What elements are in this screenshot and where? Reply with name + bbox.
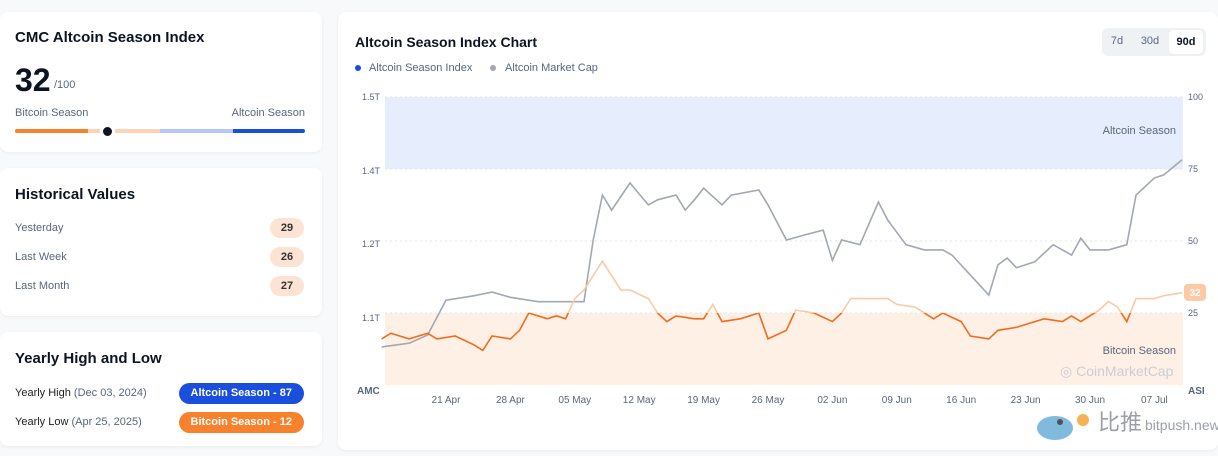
yesterday-value: 29 [270,218,304,238]
x-tick-label: 30 Jun [1075,395,1105,406]
chart-title: Altcoin Season Index Chart [355,34,538,50]
x-tick-label: 19 May [687,395,720,406]
current-value-tag [1184,283,1206,301]
x-tick-label: 28 Apr [496,395,526,406]
band-label: Altcoin Season [1103,125,1176,137]
x-tick-label: 21 Apr [432,395,462,406]
index-card: CMC Altcoin Season Index 32 /100 Bitcoin… [0,12,322,152]
gauge-bitcoin-segment [15,129,88,133]
x-tick-label: 02 Jun [817,395,847,406]
current-value-label: 32 [1189,288,1201,299]
index-title: CMC Altcoin Season Index [15,29,205,46]
yearly-card: Yearly High and Low Yearly High (Dec 03,… [0,332,322,446]
last-week-value: 26 [270,247,304,267]
legend-asi-marker [355,65,361,71]
svg-text:bitpush.news: bitpush.news [1145,417,1218,433]
amc-series-line [381,159,1183,348]
left-axis-label: AMC [357,386,380,397]
yearly-low-date: (Apr 25, 2025) [71,416,142,428]
bitcoin-season-label: Bitcoin Season [15,107,89,119]
svg-text:比推: 比推 [1098,410,1142,435]
index-value: 32 [15,62,51,98]
yearly-low-badge: Bitcoin Season - 12 [178,412,304,433]
legend-amc: Altcoin Market Cap [505,62,598,74]
bitpush-watermark: 比推 bitpush.news [1037,410,1218,440]
yearly-title: Yearly High and Low [15,350,162,367]
x-tick-label: 05 May [558,395,591,406]
yearly-low-label: Yearly Low (Apr 25, 2025) [15,416,142,428]
yearly-high-date: (Dec 03, 2024) [73,387,147,399]
timeframe-7d[interactable]: 7d [1110,35,1124,47]
timeframe-90d[interactable]: 90d [1169,30,1203,54]
right-tick-label: 75 [1188,164,1198,174]
yearly-high-text: Yearly High [15,387,71,399]
right-tick-label: 100 [1188,92,1203,102]
right-axis-label: ASI [1188,386,1205,397]
last-week-label: Last Week [15,251,67,263]
yesterday-label: Yesterday [15,222,64,234]
left-tick-label: 1.2T [362,239,381,249]
x-tick-label: 16 Jun [946,395,976,406]
yearly-low-text: Yearly Low [15,416,69,428]
legend-amc-marker [490,65,496,71]
left-tick-label: 1.1T [362,313,381,323]
x-tick-label: 07 Jul [1141,395,1168,406]
x-tick-label: 23 Jun [1011,395,1041,406]
coinmarketcap-watermark: ◎ CoinMarketCap [1060,363,1174,379]
band-bitcoin-season [385,313,1183,385]
x-tick-label: 09 Jun [882,395,912,406]
legend-asi: Altcoin Season Index [369,62,473,74]
last-month-label: Last Month [15,280,70,292]
gauge-knob [101,125,115,138]
left-tick-label: 1.4T [362,166,381,176]
historical-title: Historical Values [15,186,136,203]
band-label: Bitcoin Season [1103,345,1176,357]
index-max: /100 [54,79,76,91]
x-tick-label: 26 May [752,395,785,406]
historical-card: Historical Values Yesterday 29 Last Week… [0,168,322,316]
x-tick-label: 12 May [623,395,656,406]
band-altcoin-season [385,97,1183,169]
asi-series-line-below [381,313,1132,352]
yearly-high-badge: Altcoin Season - 87 [178,383,304,404]
right-tick-label: 25 [1188,308,1198,318]
left-tick-label: 1.5T [362,92,381,102]
yearly-high-label: Yearly High (Dec 03, 2024) [15,387,147,399]
altcoin-season-label: Altcoin Season [231,107,305,119]
gauge-altcoin-light-segment [160,129,233,133]
right-tick-label: 50 [1188,236,1198,246]
gauge-altcoin-segment [232,129,305,133]
season-gauge [15,129,305,133]
gauge-bitcoin-light-segment [87,129,160,133]
last-month-value: 27 [270,276,304,296]
timeframe-30d[interactable]: 30d [1140,35,1160,47]
